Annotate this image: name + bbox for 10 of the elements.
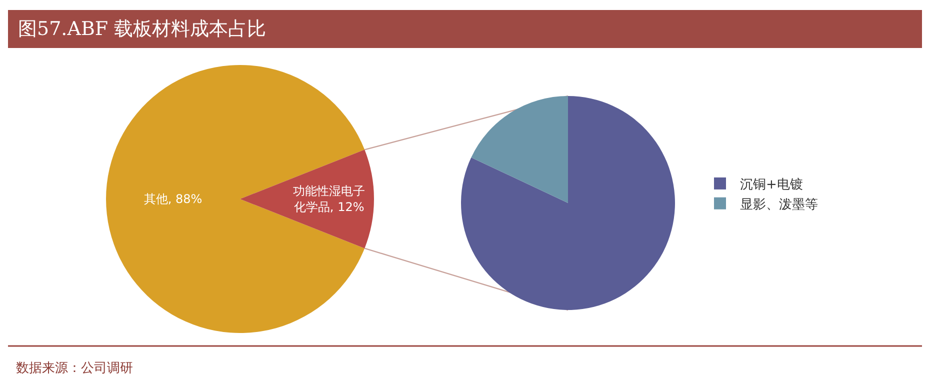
source-note: 数据来源：公司调研 — [16, 361, 133, 376]
pie-slice — [106, 65, 365, 333]
legend-label: 显影、泼墨等 — [740, 197, 818, 212]
slice-label: 其他, 88% — [144, 192, 202, 206]
pie-slice — [461, 96, 675, 310]
slice-label: 功能性湿电子化学品, 12% — [293, 184, 366, 214]
legend-label: 沉铜+电镀 — [740, 178, 803, 193]
chart-title: 图57.ABF 载板材料成本占比 — [18, 18, 266, 40]
pie-slice — [471, 96, 568, 203]
pie-slice — [240, 150, 374, 248]
